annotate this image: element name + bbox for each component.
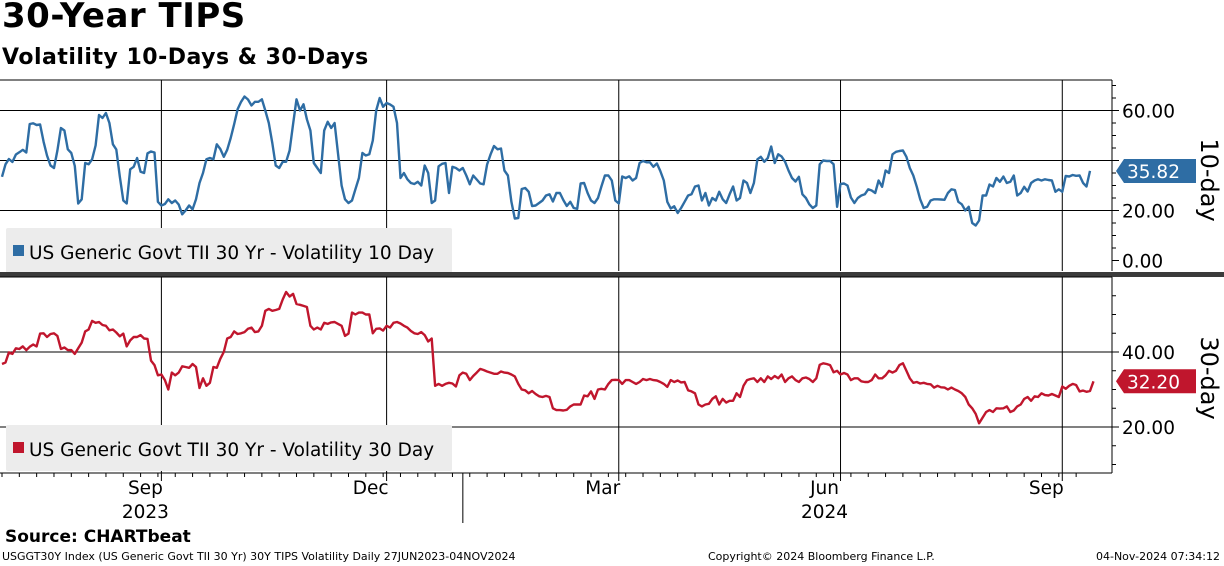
x-tick-label: Sep (128, 478, 163, 499)
x-tick-label: Mar (585, 478, 620, 499)
last-value-badge-10-day: 35.82 (1116, 158, 1196, 183)
series-line-30-day (1, 290, 1095, 425)
legend-10-day-swatch (13, 245, 24, 256)
panel-10-day: US Generic Govt TII 30 Yr - Volatility 1… (0, 79, 1223, 274)
legend-10-day-label: US Generic Govt TII 30 Yr - Volatility 1… (29, 243, 434, 264)
legend-10-day: US Generic Govt TII 30 Yr - Volatility 1… (6, 228, 452, 274)
chart-title: 30-Year TIPS (2, 0, 246, 36)
panel-10-day-grid (0, 79, 1112, 271)
last-value-30-day: 32.20 (1127, 372, 1180, 393)
y-tick-label: 40.00 (1122, 343, 1175, 364)
x-tick-label: Sep (1029, 478, 1064, 499)
legend-10-day-background (6, 228, 452, 274)
y-tick-label: 0.00 (1122, 252, 1163, 273)
source-label: Source: CHARTbeat (5, 527, 191, 547)
panel-separator (0, 272, 1224, 277)
y-axis-10-day: 60.00 20.00 0.00 (1111, 80, 1175, 273)
footer-copyright: Copyright© 2024 Bloomberg Finance L.P. (708, 550, 935, 563)
y-axis-title-10-day: 10-day (1195, 138, 1223, 221)
footer-timestamp: 04-Nov-2024 07:34:12 (1095, 550, 1220, 563)
x-year-label: 2023 (122, 502, 169, 523)
x-year-label: 2024 (801, 502, 848, 523)
footer-description: USGGT30Y Index (US Generic Govt TII 30 Y… (2, 550, 516, 563)
y-axis-30-day: 40.00 20.00 (1111, 277, 1175, 473)
legend-30-day-label: US Generic Govt TII 30 Yr - Volatility 3… (29, 440, 434, 461)
y-tick-label: 20.00 (1122, 418, 1175, 439)
last-value-badge-30-day-shape (1116, 369, 1196, 394)
last-value-10-day: 35.82 (1127, 162, 1180, 183)
y-tick-label: 60.00 (1122, 102, 1175, 123)
legend-30-day-background (6, 425, 452, 471)
y-axis-title-30-day: 30-day (1195, 336, 1223, 419)
last-value-badge-30-day: 32.20 (1116, 369, 1196, 394)
legend-30-day: US Generic Govt TII 30 Yr - Volatility 3… (6, 425, 452, 471)
panel-30-day: US Generic Govt TII 30 Yr - Volatility 3… (0, 276, 1223, 473)
legend-30-day-swatch (13, 442, 24, 453)
y-tick-label: 20.00 (1122, 202, 1175, 223)
x-tick-label: Dec (353, 478, 389, 499)
chart-subtitle: Volatility 10-Days & 30-Days (2, 45, 369, 70)
x-axis: Sep Dec Mar Jun Sep 2023 2024 (0, 472, 1112, 523)
series-line-10-day (0, 95, 1092, 227)
x-tick-label: Jun (809, 478, 839, 499)
last-value-badge-10-day-shape (1116, 158, 1196, 183)
